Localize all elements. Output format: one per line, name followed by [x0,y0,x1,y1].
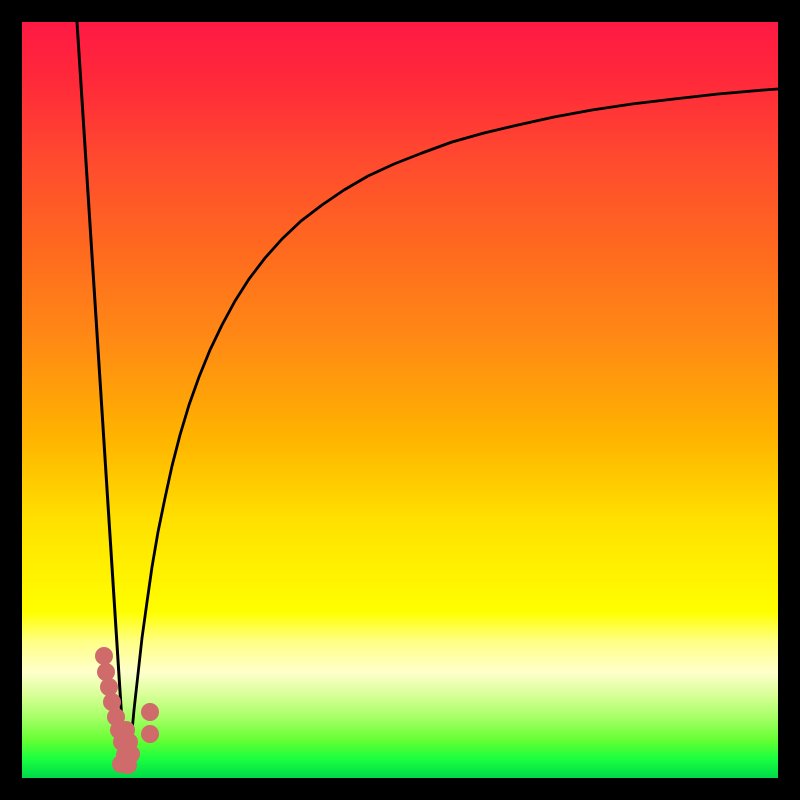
plot-area [22,22,778,778]
left-v-stroke [77,22,125,769]
curves-layer [22,22,778,778]
stage: TheBottleneck.com [0,0,800,800]
right-log-curve [129,89,778,766]
